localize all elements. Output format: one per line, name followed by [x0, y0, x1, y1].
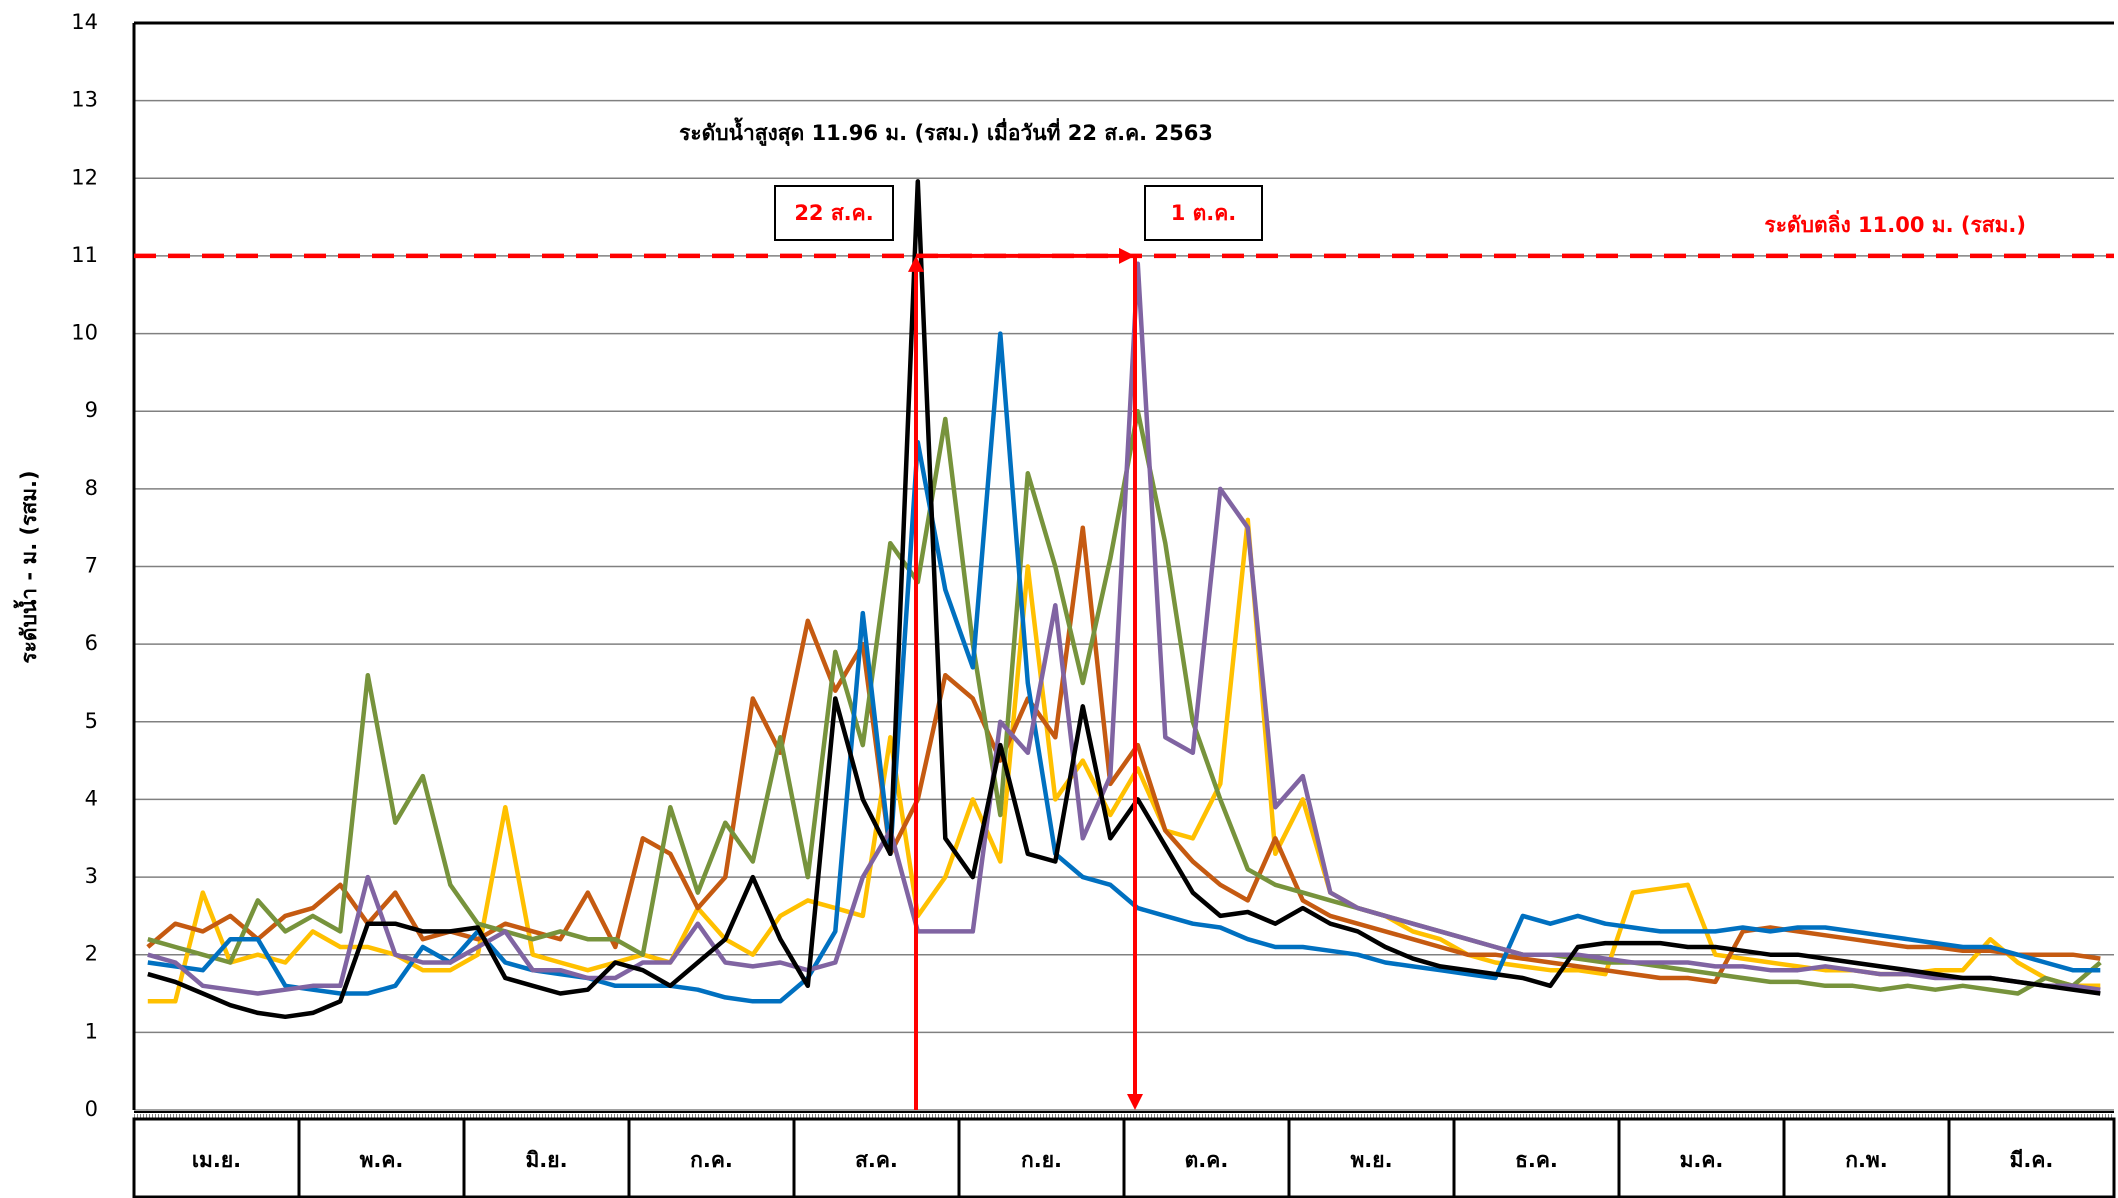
month-box [957, 1117, 1126, 1198]
x-tick-label: ต.ค. [1185, 1148, 1229, 1172]
month-box [1617, 1117, 1786, 1198]
x-tick-label: ก.ค. [690, 1148, 733, 1172]
x-tick-label: ธ.ค. [1515, 1148, 1558, 1172]
arrow-head [908, 255, 924, 272]
y-tick-label: 8 [85, 476, 98, 500]
y-tick-label: 14 [71, 10, 98, 34]
y-tick-label: 2 [85, 942, 98, 966]
month-box [297, 1117, 466, 1198]
month-box [1287, 1117, 1456, 1198]
series-line [147, 331, 2101, 1004]
x-tick-label: เม.ย. [192, 1148, 241, 1172]
arrow-head [1127, 1094, 1143, 1110]
x-tick-label: พ.ย. [1350, 1148, 1392, 1172]
x-tick-label: มี.ค. [2010, 1148, 2054, 1172]
marker-label: 1 ต.ค. [1171, 201, 1237, 225]
x-tick-label: ม.ค. [1680, 1148, 1724, 1172]
x-tick-label: ก.ย. [1021, 1148, 1062, 1172]
x-tick-label: มิ.ย. [525, 1148, 567, 1172]
arrow-head [1119, 247, 1135, 264]
series-line [147, 261, 2101, 996]
y-tick-label: 4 [85, 786, 98, 810]
y-tick-label: 12 [71, 165, 98, 189]
y-tick-label: 13 [71, 88, 98, 112]
marker-label: 22 ส.ค. [794, 201, 873, 225]
x-tick-label: ส.ค. [855, 1148, 898, 1172]
x-tick-label: พ.ค. [360, 1148, 404, 1172]
x-tick-label: ก.พ. [1845, 1148, 1888, 1172]
month-box [1122, 1117, 1291, 1198]
series-line [147, 179, 2101, 1020]
y-tick-label: 9 [85, 398, 98, 422]
month-box [627, 1117, 796, 1198]
month-box [792, 1117, 961, 1198]
y-tick-label: 0 [85, 1097, 98, 1121]
month-box [1782, 1117, 1951, 1198]
y-tick-label: 6 [85, 631, 98, 655]
month-box [1947, 1117, 2116, 1198]
y-tick-label: 11 [71, 243, 98, 267]
bank-label: ระดับตลิ่ง 11.00 ม. (รสม.) [1764, 209, 2026, 237]
y-tick-label: 3 [85, 864, 98, 888]
month-box [1452, 1117, 1621, 1198]
series-line [147, 517, 2101, 1004]
marker-box [1144, 185, 1263, 241]
y-tick-label: 5 [85, 709, 98, 733]
month-box [132, 1117, 301, 1198]
peak-annotation: ระดับน้ำสูงสุด 11.96 ม. (รสม.) เมื่อวันท… [679, 117, 1213, 147]
y-tick-label: 10 [71, 321, 98, 345]
series-line [146, 525, 2101, 985]
y-tick-label: 1 [85, 1019, 98, 1043]
month-box [462, 1117, 631, 1198]
marker-box [774, 185, 894, 241]
y-axis-label: ระดับน้ำ - ม. (รสม.) [13, 470, 41, 663]
y-tick-label: 7 [85, 554, 98, 578]
